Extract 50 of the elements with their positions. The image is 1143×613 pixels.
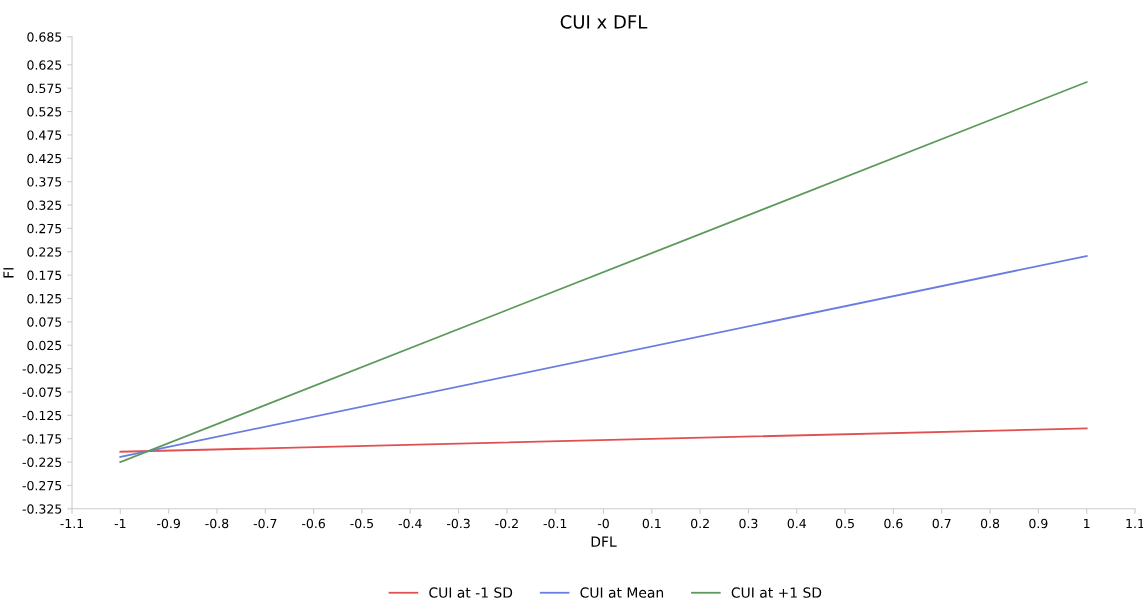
x-tick-label: -0.4 [398, 518, 422, 529]
y-tick-label: -0.125 [22, 410, 62, 421]
legend-label: CUI at -1 SD [429, 587, 513, 598]
chart-title: CUI x DFL [560, 15, 648, 29]
y-tick-label: -0.325 [22, 504, 62, 514]
y-tick-label: 0.685 [27, 32, 62, 42]
x-tick-label: -0.1 [543, 518, 567, 529]
x-tick-label: -0.2 [495, 518, 518, 529]
x-tick-label: 0.2 [691, 518, 709, 529]
x-tick-label: 1.1 [1126, 518, 1143, 529]
x-tick-label: -0.7 [253, 518, 277, 529]
x-tick-label: 0.3 [739, 518, 758, 529]
y-tick-label: 0.325 [27, 200, 62, 210]
y-tick-label: 0.225 [27, 247, 62, 257]
x-tick-label: -0.8 [205, 518, 229, 529]
y-tick-label: -0.225 [22, 457, 62, 467]
x-tick-label: -1.1 [60, 518, 84, 529]
y-tick-label: 0.125 [27, 293, 62, 304]
x-tick-label: 0.9 [1029, 518, 1048, 529]
x-tick-label: 0.5 [835, 518, 854, 529]
y-tick-label: -0.075 [22, 387, 62, 397]
x-tick-label: -0.3 [446, 518, 470, 529]
x-tick-label: 1 [1084, 518, 1090, 529]
y-tick-label: -0.025 [22, 364, 62, 374]
y-tick-label: -0.275 [22, 480, 62, 491]
x-tick-label: -0 [597, 518, 609, 529]
y-tick-label: 0.625 [27, 60, 62, 70]
x-tick-label: 0.7 [932, 518, 951, 529]
x-tick-label: -0.6 [302, 518, 326, 529]
y-tick-label: 0.275 [27, 223, 62, 234]
y-tick-label: 0.075 [27, 317, 62, 327]
y-tick-label: 0.025 [27, 340, 62, 351]
x-tick-label: 0.6 [884, 518, 903, 529]
y-tick-label: 0.425 [27, 153, 62, 164]
legend-label: CUI at Mean [580, 587, 664, 598]
x-tick-label: 0.8 [980, 518, 1000, 529]
y-tick-label: -0.175 [22, 434, 62, 444]
y-axis-title: FI [3, 268, 14, 278]
y-tick-label: 0.475 [27, 130, 62, 140]
legend-label: CUI at +1 SD [731, 587, 822, 598]
x-axis-title: DFL [591, 536, 617, 547]
y-tick-label: 0.375 [27, 177, 62, 187]
y-tick-label: 0.525 [27, 107, 62, 117]
x-tick-label: -0.9 [157, 518, 180, 529]
y-tick-label: 0.575 [27, 83, 62, 94]
x-tick-label: -0.5 [350, 518, 374, 529]
x-tick-label: 0.4 [787, 518, 807, 529]
x-tick-label: -1 [114, 518, 126, 529]
x-tick-label: 0.1 [642, 518, 661, 529]
y-tick-label: 0.175 [27, 270, 62, 281]
